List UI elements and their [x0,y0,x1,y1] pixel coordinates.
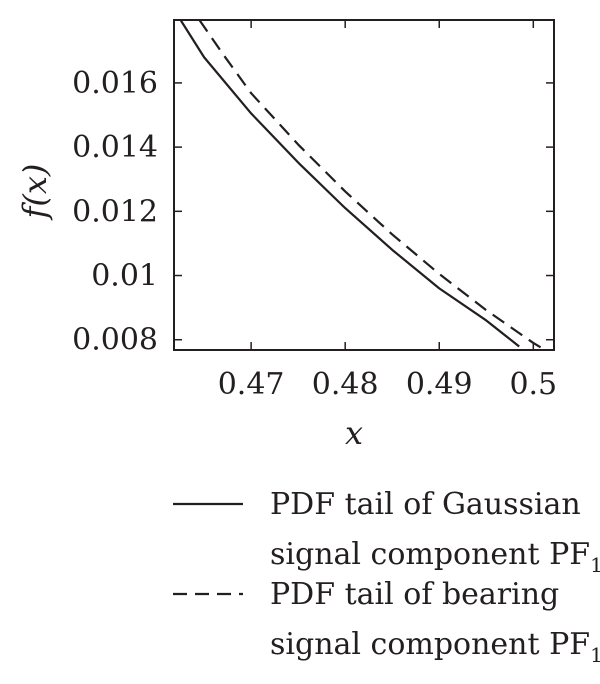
legend-entry-1-line-2: signal component PF1 [270,537,600,577]
legend-entry-2-line-2: signal component PF1 [270,627,600,667]
y-axis-title: f(x) [16,164,54,221]
legend-entry-2-line-2-text: signal component PF [270,627,590,662]
series-layer [179,20,548,350]
legend-entry-1-subscript: 1 [590,553,600,577]
legend-entry-1-line-2-text: signal component PF [270,537,590,572]
legend-entry-1-line-1: PDF tail of Gaussian [270,487,581,522]
x-axis-title: x [345,414,363,452]
series-line-solid [179,20,520,348]
x-tick-label: 0.47 [218,367,285,402]
series-line-dashed [198,20,548,350]
y-tick-label: 0.008 [72,323,158,358]
legend-entry-2-subscript: 1 [590,643,600,667]
y-tick-label: 0.016 [72,66,158,101]
ticks-layer: 0.47 0.48 0.49 0.5 0.008 0.01 0.012 0.014 0.016 [72,20,557,402]
x-tick-label: 0.49 [406,367,473,402]
y-tick-label: 0.012 [72,194,158,229]
legend: PDF tail of Gaussian signal component PF… [173,487,600,667]
x-tick-label: 0.5 [509,367,557,402]
legend-entry-2-line-1: PDF tail of bearing [270,577,559,612]
y-tick-label: 0.014 [72,130,158,165]
plot-frame [173,19,555,351]
x-tick-label: 0.48 [312,367,379,402]
y-tick-label: 0.01 [91,259,158,294]
